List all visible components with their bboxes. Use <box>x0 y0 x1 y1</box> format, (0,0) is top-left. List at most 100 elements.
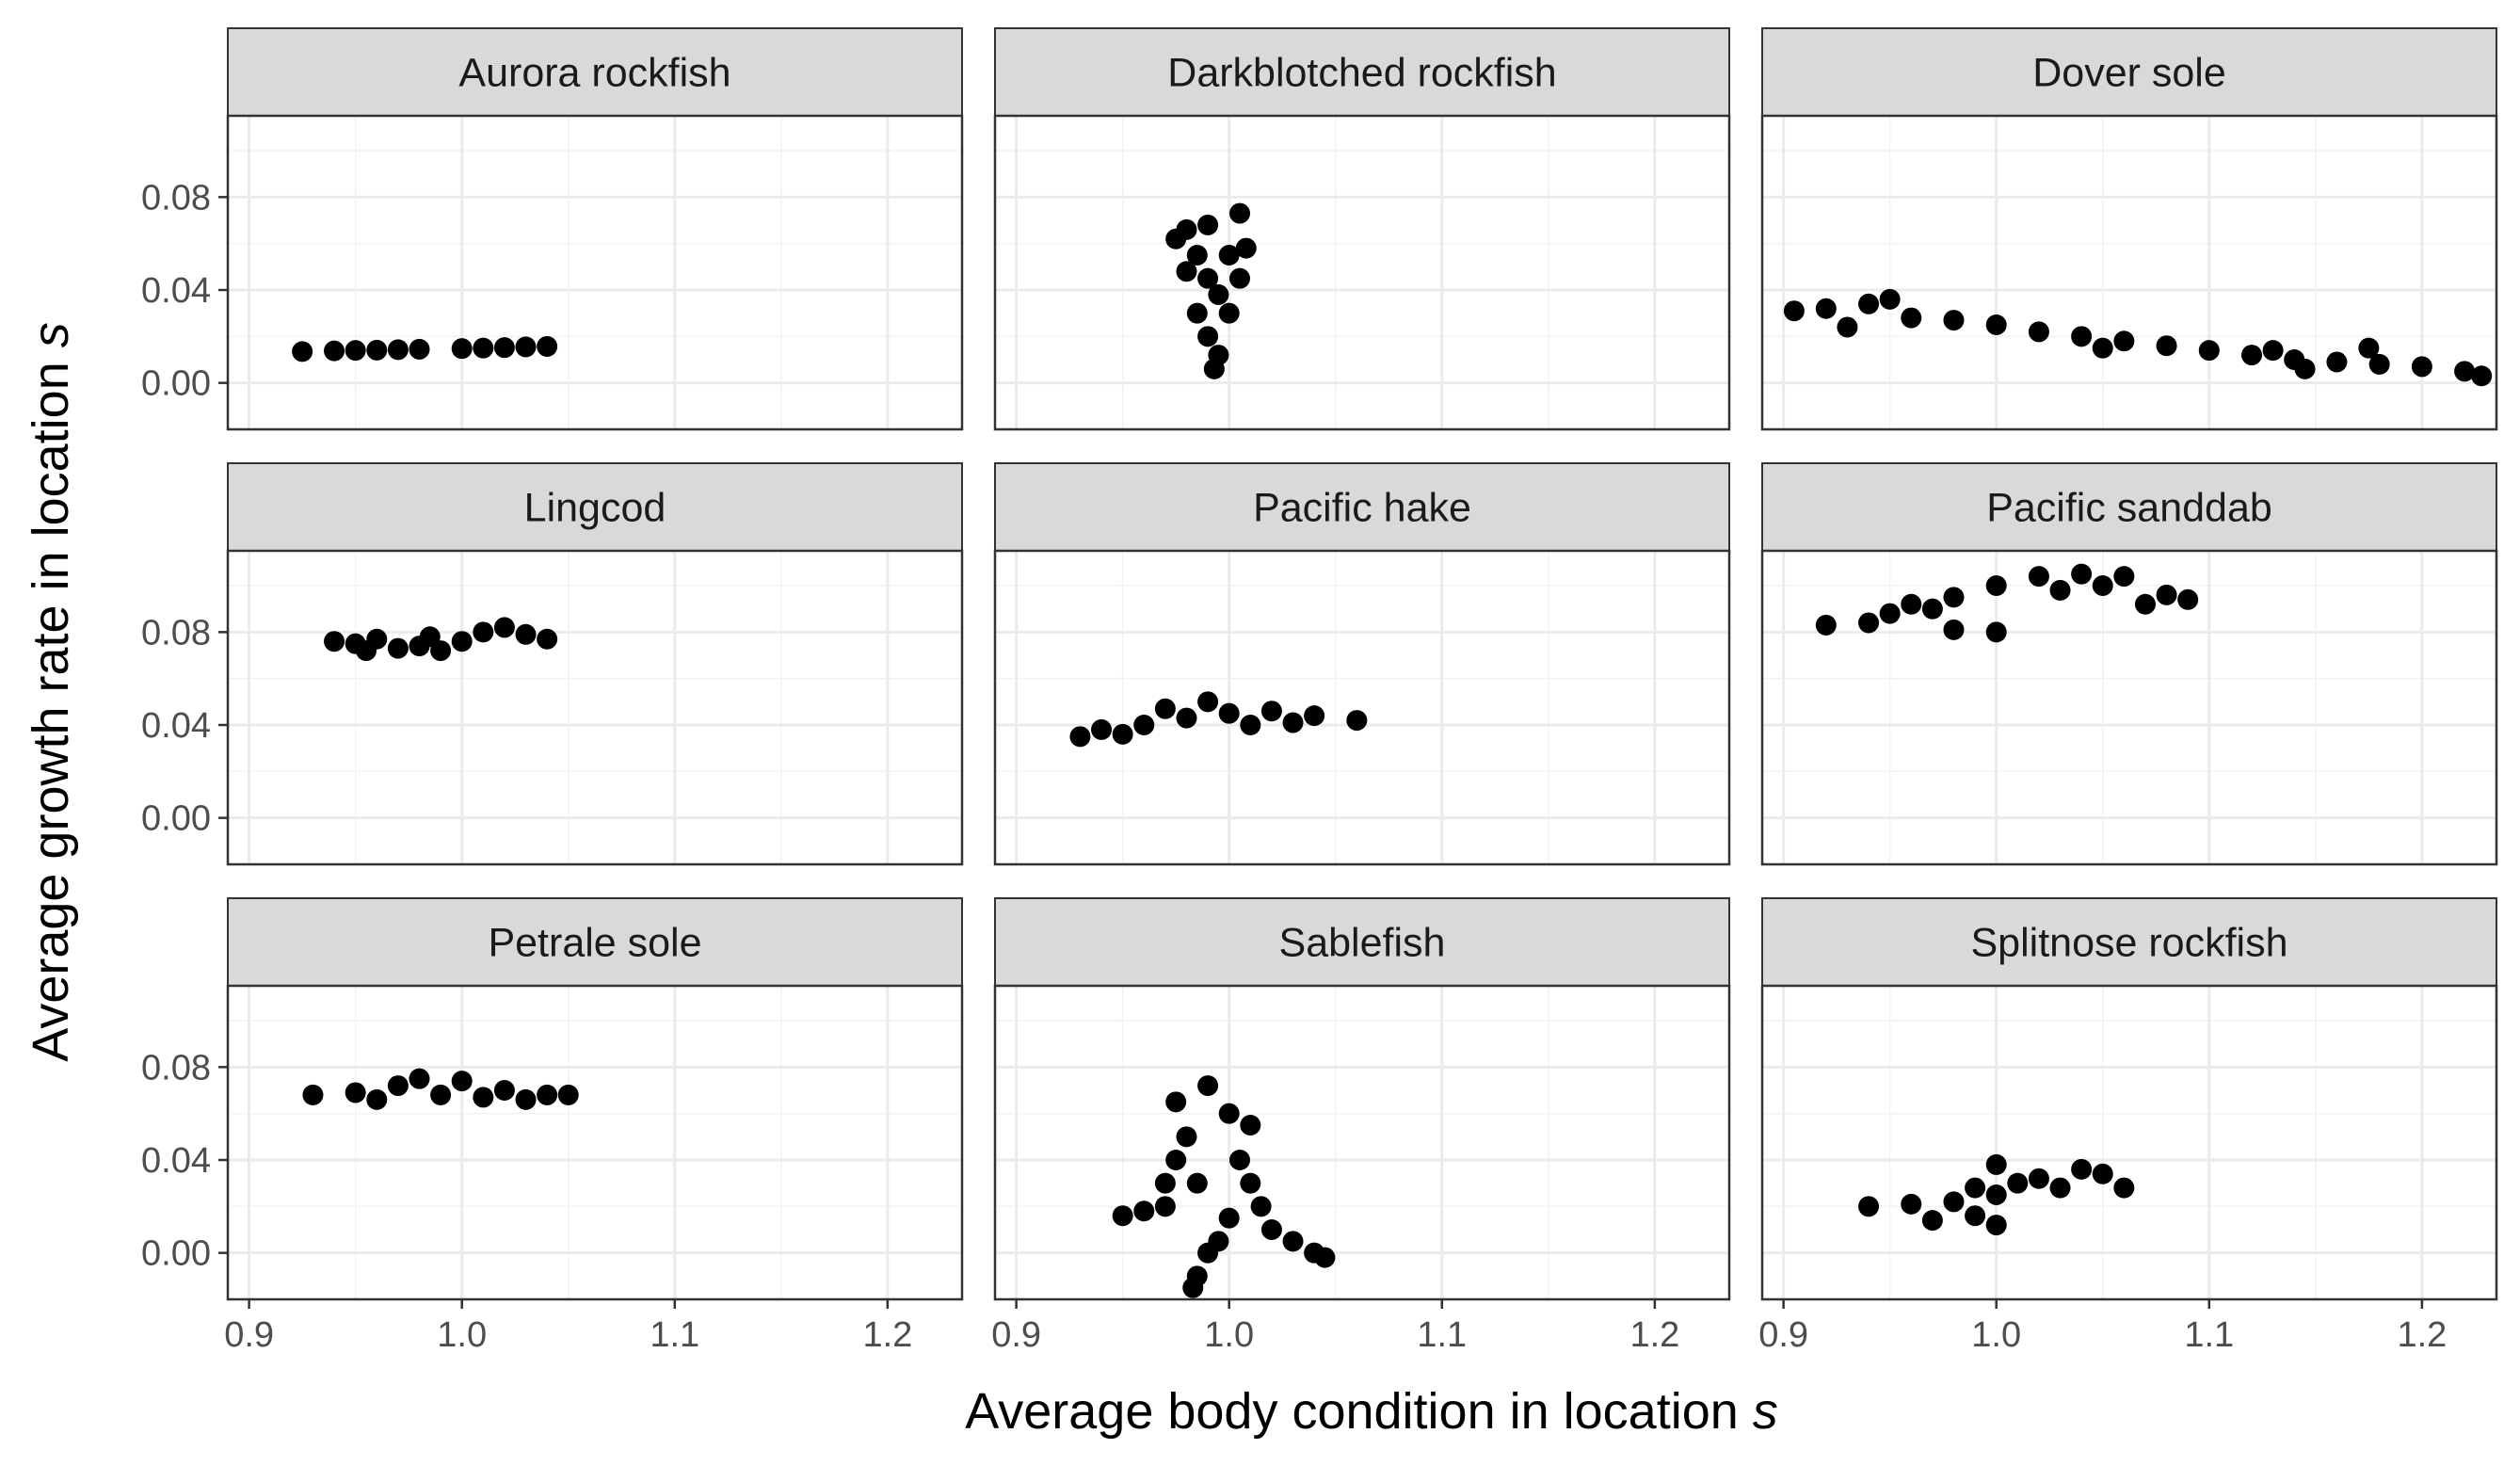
y-axis-title-text: Average growth rate in location <box>23 347 79 1061</box>
data-point <box>1921 1210 1943 1232</box>
data-point <box>1154 1196 1176 1217</box>
facet-strip <box>227 897 963 987</box>
points-group <box>1112 1075 1336 1298</box>
data-point <box>1282 712 1304 733</box>
x-axis-title: Average body condition in location s <box>965 1383 1778 1440</box>
data-point <box>1901 307 1922 329</box>
panel-border <box>1760 114 2498 431</box>
data-point <box>2358 337 2380 359</box>
data-point <box>515 623 537 645</box>
data-point <box>1133 1200 1155 1222</box>
data-point <box>2028 566 2049 588</box>
points-group <box>1165 202 1257 379</box>
panel-border <box>993 984 1731 1301</box>
facet-title: Lingcod <box>524 486 666 531</box>
data-point <box>451 338 473 360</box>
data-point <box>515 1088 537 1110</box>
data-point <box>1879 603 1901 624</box>
data-point <box>1985 621 2007 643</box>
y-tick-label: 0.08 <box>141 178 211 217</box>
data-point <box>1985 1153 2007 1175</box>
data-point <box>1858 612 1880 634</box>
facet-title: Darkblotched rockfish <box>1167 51 1556 96</box>
data-point <box>1218 1103 1240 1124</box>
facet-strip <box>994 462 1730 552</box>
data-point <box>2241 345 2262 366</box>
facet-strip <box>227 462 963 552</box>
data-point <box>2156 335 2177 357</box>
facet-title: Splitnose rockfish <box>1971 921 2288 966</box>
x-tick-label: 1.0 <box>1204 1315 1254 1355</box>
panel-background <box>995 116 1729 429</box>
facet-panel: Lingcod 0.00 0.04 0.08 <box>141 462 964 866</box>
facet-strip <box>1761 897 2497 987</box>
data-point <box>1091 718 1113 740</box>
y-tick-label: 0.04 <box>141 706 211 746</box>
facet-title: Aurora rockfish <box>458 51 730 96</box>
data-point <box>1921 598 1943 620</box>
data-point <box>2411 356 2432 378</box>
facet-panel: Aurora rockfish 0.00 0.04 0.08 <box>141 27 964 431</box>
data-point <box>1218 702 1240 724</box>
x-tick-label: 1.2 <box>862 1315 912 1355</box>
data-point <box>2007 1172 2029 1194</box>
data-point <box>1282 1231 1304 1252</box>
panel-border <box>1760 984 2498 1301</box>
data-point <box>2177 588 2199 610</box>
data-point <box>1901 593 1922 615</box>
data-point <box>1943 587 1965 608</box>
data-point <box>1240 715 1261 735</box>
panel-background <box>1762 986 2496 1299</box>
data-point <box>1858 293 1880 314</box>
data-point <box>1943 310 1965 331</box>
x-tick-label: 1.1 <box>1417 1315 1467 1355</box>
points-group <box>302 1068 579 1110</box>
x-tick-label: 1.1 <box>2184 1315 2234 1355</box>
panel-background <box>228 986 962 1299</box>
data-point <box>1218 302 1240 324</box>
data-point <box>2071 326 2093 347</box>
data-point <box>2294 358 2316 379</box>
points-group <box>1069 691 1368 748</box>
data-point <box>2092 1163 2113 1184</box>
data-point <box>1182 1277 1204 1298</box>
facet-title: Petrale sole <box>488 921 701 966</box>
data-point <box>1112 1205 1133 1227</box>
data-point <box>2028 321 2049 343</box>
facet-title: Sablefish <box>1279 921 1446 966</box>
y-tick-label: 0.04 <box>141 271 211 311</box>
points-group <box>292 335 558 362</box>
data-point <box>1985 314 2007 335</box>
data-point <box>2471 365 2493 387</box>
data-point <box>1176 261 1197 282</box>
data-point <box>302 1084 324 1105</box>
data-point <box>1815 298 1837 319</box>
data-point <box>324 340 345 362</box>
data-point <box>2326 351 2348 373</box>
panel-background <box>995 986 1729 1299</box>
data-point <box>473 337 494 359</box>
y-tick-label: 0.00 <box>141 364 211 404</box>
panel-border <box>226 984 964 1301</box>
data-point <box>1815 614 1837 636</box>
data-point <box>1186 302 1208 324</box>
data-point <box>1304 705 1325 727</box>
data-point <box>2092 575 2113 596</box>
x-tick-label: 1.2 <box>1629 1315 1679 1355</box>
y-tick-label: 0.04 <box>141 1141 211 1181</box>
data-point <box>2113 330 2135 352</box>
data-point <box>1154 698 1176 719</box>
data-point <box>473 1087 494 1108</box>
data-point <box>1260 701 1282 722</box>
data-point <box>2028 1168 2049 1189</box>
data-point <box>1879 288 1901 310</box>
data-point <box>1218 245 1240 266</box>
panel-background <box>1762 116 2496 429</box>
data-point <box>515 336 537 358</box>
data-point <box>1203 358 1225 379</box>
y-tick-label: 0.08 <box>141 613 211 652</box>
data-point <box>1165 1150 1187 1170</box>
data-point <box>1186 245 1208 266</box>
data-point <box>537 335 558 357</box>
data-point <box>1176 218 1197 240</box>
